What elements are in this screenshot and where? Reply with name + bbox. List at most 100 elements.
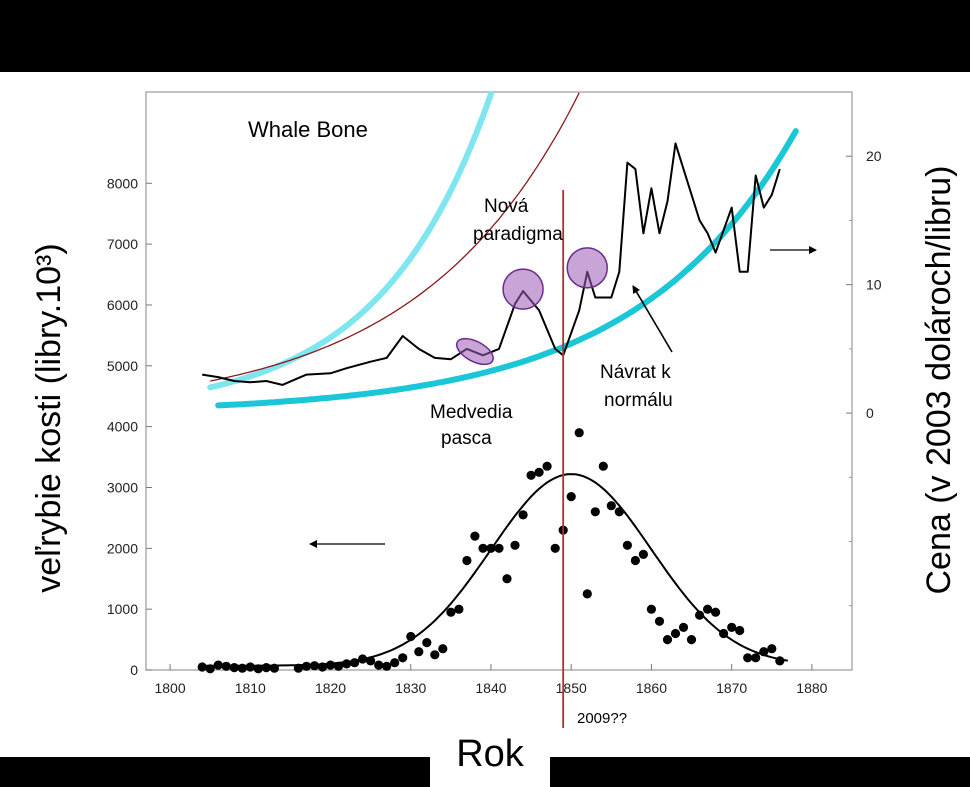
production-point	[510, 540, 520, 550]
production-point	[205, 664, 215, 674]
y-axis-label-left: veľrybie kosti (libry.10³)	[30, 243, 68, 592]
production-point	[309, 661, 320, 671]
x-tick-label: 1850	[556, 680, 587, 696]
production-point	[398, 653, 408, 663]
production-point	[703, 604, 713, 614]
production-point	[662, 635, 673, 645]
production-point	[406, 631, 416, 642]
highlight-circle-peak-1844	[502, 268, 544, 310]
production-point	[245, 662, 255, 672]
x-tick-label: 1870	[716, 680, 747, 696]
bottom-band-right	[550, 757, 970, 787]
y-left-tick-label: 4000	[107, 419, 138, 435]
production-point	[462, 555, 472, 566]
production-point	[638, 549, 649, 560]
production-point	[646, 604, 657, 614]
x-tick-label: 1830	[395, 680, 426, 696]
highlight-circle-peak-1852	[566, 247, 608, 289]
y-right-tick-label: 0	[866, 405, 874, 421]
production-point	[269, 663, 279, 673]
annotation-navrat-line2: normálu	[604, 390, 673, 411]
data-layer	[197, 142, 788, 728]
x-tick-label: 1860	[636, 680, 667, 696]
production-point	[382, 661, 392, 671]
price-series-line	[202, 142, 781, 386]
production-point	[767, 644, 777, 654]
y-left-tick-label: 1000	[107, 601, 138, 617]
annotation-medvedia-line1: Medvedia	[430, 402, 513, 423]
production-point	[678, 622, 689, 633]
production-point	[590, 507, 600, 517]
plot-frame	[145, 91, 853, 671]
production-point	[494, 543, 504, 553]
production-point	[358, 654, 368, 664]
vline-label: 2009??	[577, 710, 627, 727]
production-point	[751, 653, 761, 663]
y-left-tick-label: 7000	[107, 236, 138, 252]
production-point	[502, 574, 512, 584]
production-point	[775, 656, 785, 666]
price-upper-envelope	[207, 90, 494, 391]
production-point	[446, 607, 456, 617]
production-point	[470, 531, 480, 541]
production-point	[743, 653, 753, 663]
annotation-navrat-line1: Návrat k	[600, 362, 671, 383]
bottom-panel-right	[550, 712, 970, 757]
production-point	[542, 461, 552, 471]
production-point	[438, 644, 448, 654]
production-point	[293, 663, 303, 673]
y-left-tick-label: 2000	[107, 540, 138, 556]
production-point	[695, 610, 705, 620]
production-point	[735, 625, 745, 636]
x-tick-label: 1800	[154, 680, 185, 696]
highlight-ellipse-bear-trap	[455, 337, 494, 366]
y-right-tick-label: 20	[866, 148, 882, 164]
y-right-tick-label: 10	[866, 277, 882, 293]
production-point	[229, 663, 239, 673]
production-point	[518, 510, 528, 520]
x-axis-label: Rok	[456, 733, 525, 775]
y-left-tick-label: 3000	[107, 479, 138, 495]
production-point	[333, 661, 344, 671]
production-point	[213, 660, 223, 670]
y-left-tick-label: 8000	[107, 175, 138, 191]
production-point	[454, 604, 464, 614]
bottom-panel-center	[430, 712, 550, 787]
arrow-navrat	[632, 285, 673, 353]
production-point	[366, 656, 376, 666]
production-point	[374, 660, 384, 670]
y-axis-label-right: Cena (v 2003 dolároch/libru)	[920, 165, 958, 594]
production-point	[526, 470, 536, 480]
production-point	[414, 647, 424, 657]
production-point	[727, 622, 737, 633]
annotation-nova-line1: Nová	[484, 196, 529, 217]
production-point	[630, 555, 641, 566]
production-point	[711, 607, 721, 617]
y-left-tick-label: 0	[130, 662, 138, 678]
x-tick-label: 1880	[796, 680, 827, 696]
production-point	[342, 659, 352, 669]
production-point	[654, 616, 665, 626]
production-point	[317, 662, 328, 672]
curves-layer	[207, 90, 799, 409]
y-left-tick-label: 5000	[107, 358, 138, 374]
price-lower-envelope	[215, 128, 799, 409]
production-point	[325, 660, 336, 670]
production-point	[550, 543, 560, 553]
production-point	[237, 663, 247, 673]
production-point	[422, 638, 432, 648]
y-left-tick-label: 6000	[107, 297, 138, 313]
production-point	[670, 628, 681, 639]
production-point	[430, 650, 440, 660]
production-point	[598, 461, 608, 471]
x-tick-label: 1810	[235, 680, 266, 696]
annotation-layer	[309, 246, 817, 548]
production-point	[574, 428, 584, 438]
production-point	[350, 658, 360, 668]
production-point	[221, 661, 231, 671]
annotation-medvedia-line2: pasca	[441, 428, 492, 449]
production-point	[486, 543, 496, 553]
production-point	[582, 589, 592, 599]
price-trend-line	[210, 92, 580, 382]
